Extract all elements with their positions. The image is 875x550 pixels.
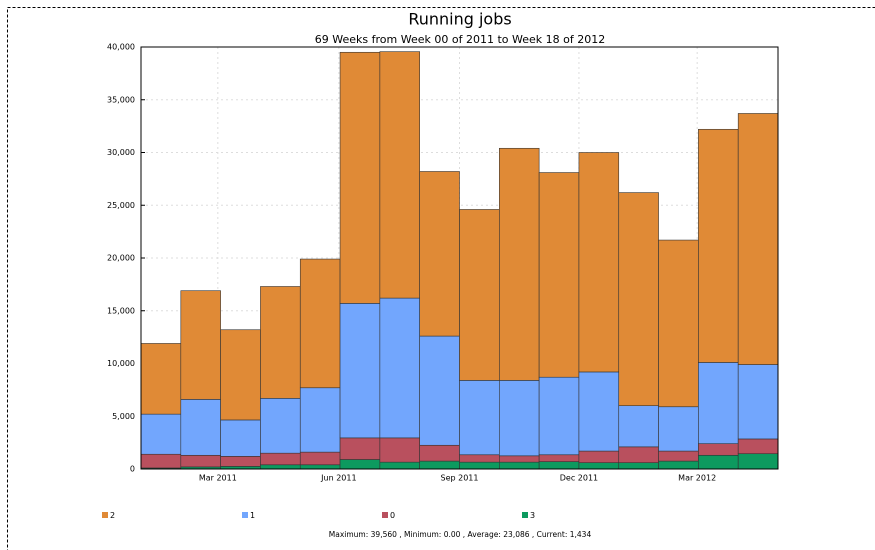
bar-segment [140,453,182,469]
legend-swatch [522,512,528,518]
x-tick-label: Dec 2011 [560,474,598,483]
bar-segment [658,450,699,462]
y-tick-label: 5,000 [112,412,135,421]
bar-segment [339,51,381,304]
bar-segment [618,446,659,463]
bar-segment [459,454,500,463]
bar-segment [737,453,779,470]
bar-segment [180,399,221,456]
bar-segment [698,362,739,444]
bar-segment [737,364,779,440]
y-tick-label: 40,000 [107,43,135,52]
bar-segment [419,335,460,446]
bar-segment [698,454,739,470]
bar-segment [499,380,540,457]
bar-segment [499,461,540,470]
plot-border [140,46,779,470]
bar-segment [499,455,540,463]
bar-segment [379,461,420,470]
bar-segment [379,51,420,299]
bar-segment [698,128,739,363]
legend-label: 2 [110,511,115,520]
y-tick-label: 35,000 [107,95,135,104]
bar-segment [578,450,620,463]
bar-segment [538,454,580,462]
y-tick-label: 15,000 [107,306,135,315]
bar-segment [459,209,500,381]
bar-segment [260,452,301,466]
footer: Maximum: 39,560 , Minimum: 0.00 , Averag… [329,530,592,539]
bar-segment [220,456,261,467]
y-tick-label: 25,000 [107,201,135,210]
bar-segment [419,444,460,462]
bar-segment [180,454,221,468]
bar-segment [538,461,580,470]
bar-segment [459,461,500,470]
bar-segment [737,438,779,455]
chart-subtitle: 69 Weeks from Week 00 of 2011 to Week 18… [315,33,605,46]
bar-segment [419,460,460,470]
bar-segment [220,419,261,457]
bar-segment [578,462,620,470]
bar-segment [220,329,261,421]
legend-label: 1 [250,511,255,520]
bar-segment [538,172,580,378]
bar-segment [339,303,381,439]
x-tick-label: Mar 2012 [678,474,716,483]
bar-segment [618,462,659,470]
bar-segment [419,171,460,337]
bar-segment [260,398,301,454]
bar-segment [260,464,301,470]
bar-segment [180,290,221,400]
bar-segment [618,192,659,406]
bar-segment [299,451,341,466]
bar-segment [140,343,182,415]
bar-segment [658,239,699,408]
bar-segment [538,376,580,456]
bar-segment [618,405,659,448]
y-tick-label: 30,000 [107,148,135,157]
bar-segment [260,286,301,399]
x-tick-label: Sep 2011 [441,474,479,483]
legend-swatch [102,512,108,518]
chart-title: Running jobs [408,10,511,29]
legend-swatch [242,512,248,518]
bar-segment [737,113,779,365]
frame [7,7,875,550]
bar-segment [698,443,739,456]
bar-segment [658,406,699,452]
bar-segment [499,147,540,381]
x-tick-label: Jun 2011 [320,474,356,483]
bar-segment [299,387,341,453]
y-tick-label: 20,000 [107,254,135,263]
x-tick-label: Mar 2011 [199,474,237,483]
bar-segment [299,258,341,389]
bar-segment [658,460,699,470]
y-tick-label: 10,000 [107,359,135,368]
y-tick-label: 0 [130,465,135,474]
bar-segment [339,437,381,460]
bar-segment [299,464,341,470]
bar-segment [459,380,500,456]
bar-segment [578,371,620,452]
bar-segment [379,437,420,463]
bar-segment [379,297,420,439]
bar-segment [578,152,620,373]
legend-swatch [382,512,388,518]
legend-label: 0 [390,511,395,520]
bar-segment [339,459,381,470]
legend-label: 3 [530,511,535,520]
bar-segment [140,413,182,455]
